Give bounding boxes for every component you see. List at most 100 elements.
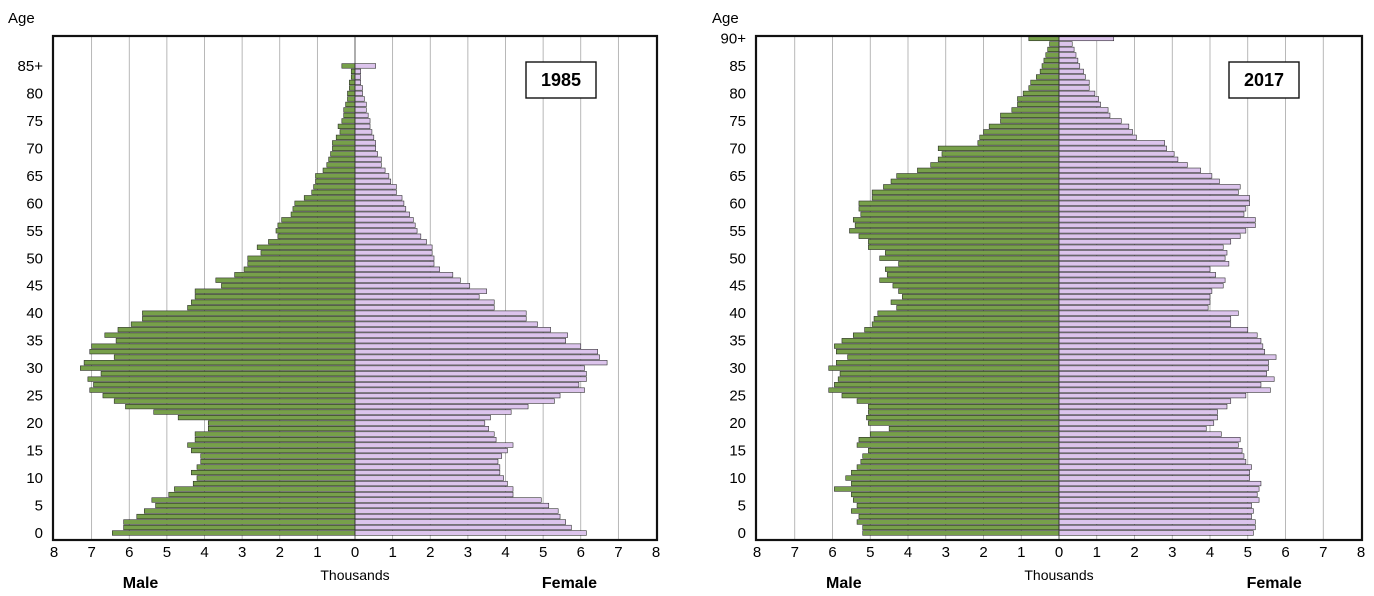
male-bar-age-45 (892, 283, 1060, 289)
age-tick-label: 15 (729, 443, 746, 460)
female-bar-age-27 (1058, 382, 1262, 388)
female-bar-age-77 (354, 107, 367, 113)
female-bar-age-57 (1058, 217, 1256, 223)
female-bar-age-79 (1058, 96, 1099, 102)
male-bar-age-78 (1017, 101, 1060, 107)
male-bar-age-44 (898, 288, 1060, 294)
age-tick-label: 50 (26, 250, 43, 267)
male-bar-age-5 (856, 502, 1060, 509)
female-bar-age-6 (354, 497, 542, 503)
female-bar-age-23 (354, 404, 529, 410)
male-bar-age-40 (142, 310, 356, 316)
male-bar-age-79 (1017, 96, 1060, 102)
male-bar-age-48 (243, 266, 356, 272)
male-bar-age-32 (113, 354, 356, 360)
female-bar-age-19 (354, 426, 489, 432)
x-tick-label: 0 (1055, 544, 1063, 561)
male-bar-age-76 (1000, 112, 1060, 118)
x-tick-label: 2 (979, 544, 987, 561)
age-tick-label: 80 (729, 85, 746, 102)
age-tick-label: 85+ (18, 58, 44, 75)
male-bar-age-2 (123, 519, 356, 525)
age-tick-label: 55 (26, 223, 43, 240)
male-bar-age-36 (104, 332, 356, 338)
female-bar-age-16 (1058, 442, 1239, 448)
male-bar-age-49 (247, 261, 356, 267)
male-bar-age-54 (858, 233, 1060, 239)
x-tick-label: 3 (464, 544, 472, 561)
plot-frame (754, 34, 1364, 542)
male-bar-age-29 (839, 371, 1060, 377)
female-bar-age-8 (354, 486, 514, 492)
male-bar-age-66 (917, 167, 1060, 173)
female-bar-age-78 (1058, 101, 1101, 107)
male-bar-age-29 (100, 371, 356, 377)
male-bar-age-88 (1047, 46, 1060, 53)
female-bar-age-36 (354, 332, 568, 338)
female-bar-age-10 (1058, 475, 1250, 481)
female-bar-age-56 (354, 222, 416, 228)
age-tick-label: 40 (729, 305, 746, 322)
female-bar-age-79 (354, 96, 365, 102)
male-bar-age-14 (200, 453, 356, 459)
female-bar-age-13 (1058, 458, 1247, 465)
female-bar-age-47 (354, 272, 454, 278)
female-bar-age-62 (354, 189, 397, 195)
female-bar-age-51 (1058, 250, 1228, 256)
male-bar-age-8 (174, 486, 356, 492)
female-bar-age-62 (1058, 189, 1239, 195)
female-bar-age-64 (354, 178, 392, 184)
female-bar-age-51 (354, 250, 433, 256)
x-tick-label: 6 (828, 544, 836, 561)
female-bar-age-28 (1058, 376, 1275, 382)
y-axis-title: Age (712, 10, 739, 27)
female-bar-age-35 (354, 338, 566, 344)
female-bar-age-26 (1058, 387, 1271, 393)
male-bar-age-20 (868, 420, 1060, 426)
x-tick-label: 5 (539, 544, 547, 561)
age-tick-label: 55 (729, 223, 746, 240)
female-bar-age-55 (1058, 228, 1247, 234)
age-tick-label: 35 (729, 333, 746, 350)
female-bar-age-18 (354, 431, 495, 437)
female-label: Female (1247, 575, 1302, 592)
female-bar-age-81 (354, 85, 363, 91)
male-bar-age-78 (345, 101, 356, 107)
female-bar-age-74 (354, 123, 371, 129)
male-bar-age-41 (896, 305, 1060, 311)
female-bar-age-76 (354, 112, 369, 118)
male-bar-age-56 (277, 222, 356, 228)
male-bar-age-41 (187, 305, 356, 311)
male-bar-age-4 (144, 508, 356, 514)
male-bar-age-57 (852, 217, 1060, 223)
female-bar-age-4 (354, 508, 559, 514)
female-bar-age-37 (354, 327, 551, 333)
male-bar-age-59 (292, 206, 356, 212)
male-bar-age-67 (326, 162, 356, 168)
female-bar-age-37 (1058, 327, 1249, 333)
male-bar-age-60 (294, 200, 356, 206)
male-bar-age-58 (290, 211, 356, 217)
pyramid-2017: 2017051015202530354045505560657075808590… (712, 10, 1365, 592)
male-bar-age-55 (275, 228, 356, 234)
male-bar-age-19 (207, 426, 356, 432)
female-bar-age-68 (354, 156, 382, 162)
x-tick-label: 7 (1319, 544, 1327, 561)
male-bar-age-76 (343, 112, 356, 118)
x-tick-label: 6 (577, 544, 585, 561)
male-bar-age-46 (879, 277, 1060, 283)
year-label: 2017 (1244, 70, 1284, 90)
female-bar-age-85 (1058, 63, 1081, 69)
male-bar-age-59 (858, 206, 1060, 212)
female-bar-age-81 (1058, 85, 1090, 91)
male-bar-age-42 (890, 299, 1060, 305)
male-bar-age-89 (1049, 41, 1060, 47)
male-label: Male (123, 575, 159, 592)
male-bar-age-28 (837, 376, 1060, 382)
male-bar-age-47 (234, 272, 356, 278)
age-tick-label: 75 (26, 113, 43, 130)
female-bar-age-58 (1058, 211, 1245, 217)
male-bar-age-80 (347, 90, 356, 96)
female-bar-age-45 (354, 283, 471, 289)
female-bar-age-15 (354, 447, 508, 454)
